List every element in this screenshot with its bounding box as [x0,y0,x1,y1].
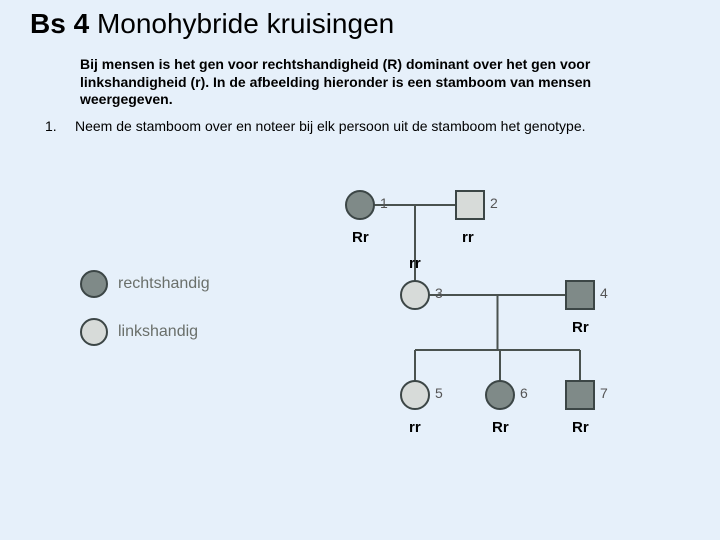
question-1-body: Neem de stamboom over en noteer bij elk … [75,118,655,136]
pedigree-genotype-2: rr [462,229,474,246]
legend-row-right: rechtshandig [80,270,210,298]
pedigree-number-4: 4 [600,285,608,301]
page-root: Bs 4 Monohybride kruisingen Bij mensen i… [0,0,720,540]
pedigree-diagram: 1 Rr 2 rr 3 rr 4 Rr 5 rr 6 Rr 7 Rr [300,175,680,515]
pedigree-person-4-icon [566,281,594,309]
legend-label-left: linkshandig [118,323,198,341]
pedigree-number-3: 3 [435,285,443,301]
pedigree-genotype-5: rr [409,419,421,436]
pedigree-number-1: 1 [380,195,388,211]
pedigree-genotype-6: Rr [492,419,509,436]
question-1-number: 1. [45,118,75,136]
pedigree-number-2: 2 [490,195,498,211]
pedigree-person-5-icon [401,381,429,409]
page-title: Bs 4 Monohybride kruisingen [30,8,394,40]
question-1: 1.Neem de stamboom over en noteer bij el… [45,118,665,136]
title-prefix: Bs 4 [30,8,97,39]
pedigree-person-1-icon [346,191,374,219]
pedigree-person-3-icon [401,281,429,309]
pedigree-svg [300,175,680,515]
pedigree-genotype-7: Rr [572,419,589,436]
intro-text: Bij mensen is het gen voor rechtshandigh… [80,56,660,109]
pedigree-genotype-3: rr [409,255,421,272]
pedigree-person-6-icon [486,381,514,409]
pedigree-number-6: 6 [520,385,528,401]
pedigree-genotype-1: Rr [352,229,369,246]
legend-circle-light-icon [80,318,108,346]
legend: rechtshandig linkshandig [80,270,210,366]
title-rest: Monohybride kruisingen [97,8,394,39]
legend-label-right: rechtshandig [118,275,210,293]
pedigree-number-7: 7 [600,385,608,401]
pedigree-genotype-4: Rr [572,319,589,336]
pedigree-person-7-icon [566,381,594,409]
pedigree-person-2-icon [456,191,484,219]
legend-circle-dark-icon [80,270,108,298]
legend-row-left: linkshandig [80,318,210,346]
pedigree-number-5: 5 [435,385,443,401]
